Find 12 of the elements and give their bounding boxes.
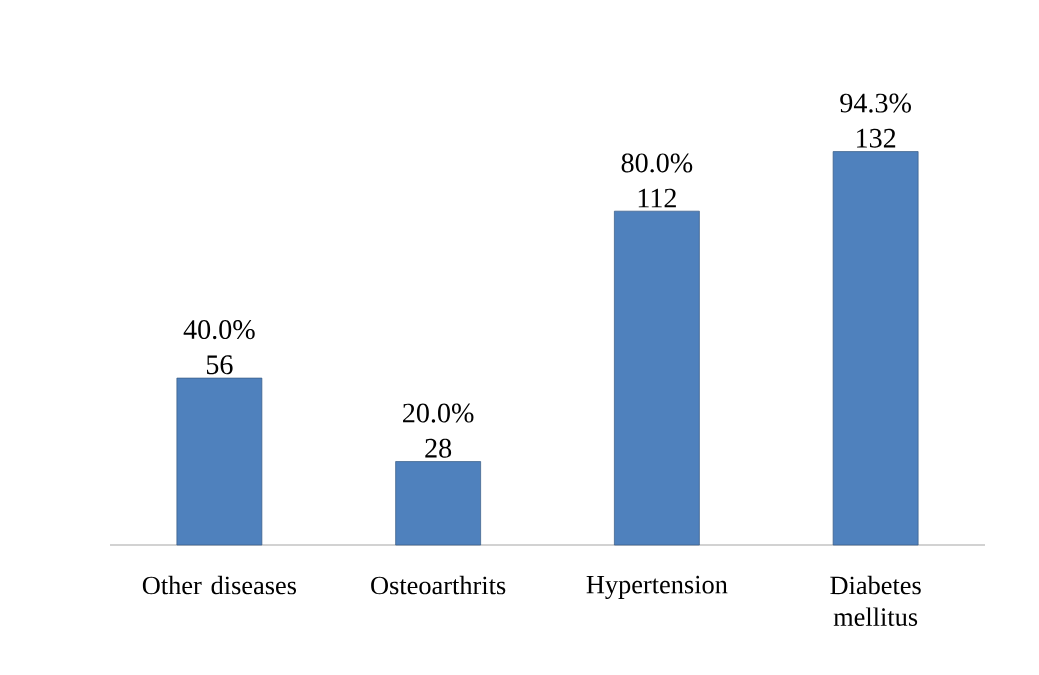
data-label: 94.3% 132 [840, 93, 911, 148]
x-tick-label: Other diseases [142, 575, 296, 595]
bar [832, 151, 919, 546]
bar [176, 377, 263, 546]
bar [614, 210, 700, 546]
x-tick-label: Hypertension [586, 575, 728, 599]
x-tick-label: Osteoarthrits [371, 575, 506, 595]
data-label: 80.0% 112 [621, 153, 693, 208]
data-label: 40.0% 56 [183, 320, 255, 375]
x-tick-label: Diabetes mellitus [830, 575, 921, 626]
data-label: 20.0% 28 [403, 403, 474, 458]
bar [395, 461, 481, 546]
